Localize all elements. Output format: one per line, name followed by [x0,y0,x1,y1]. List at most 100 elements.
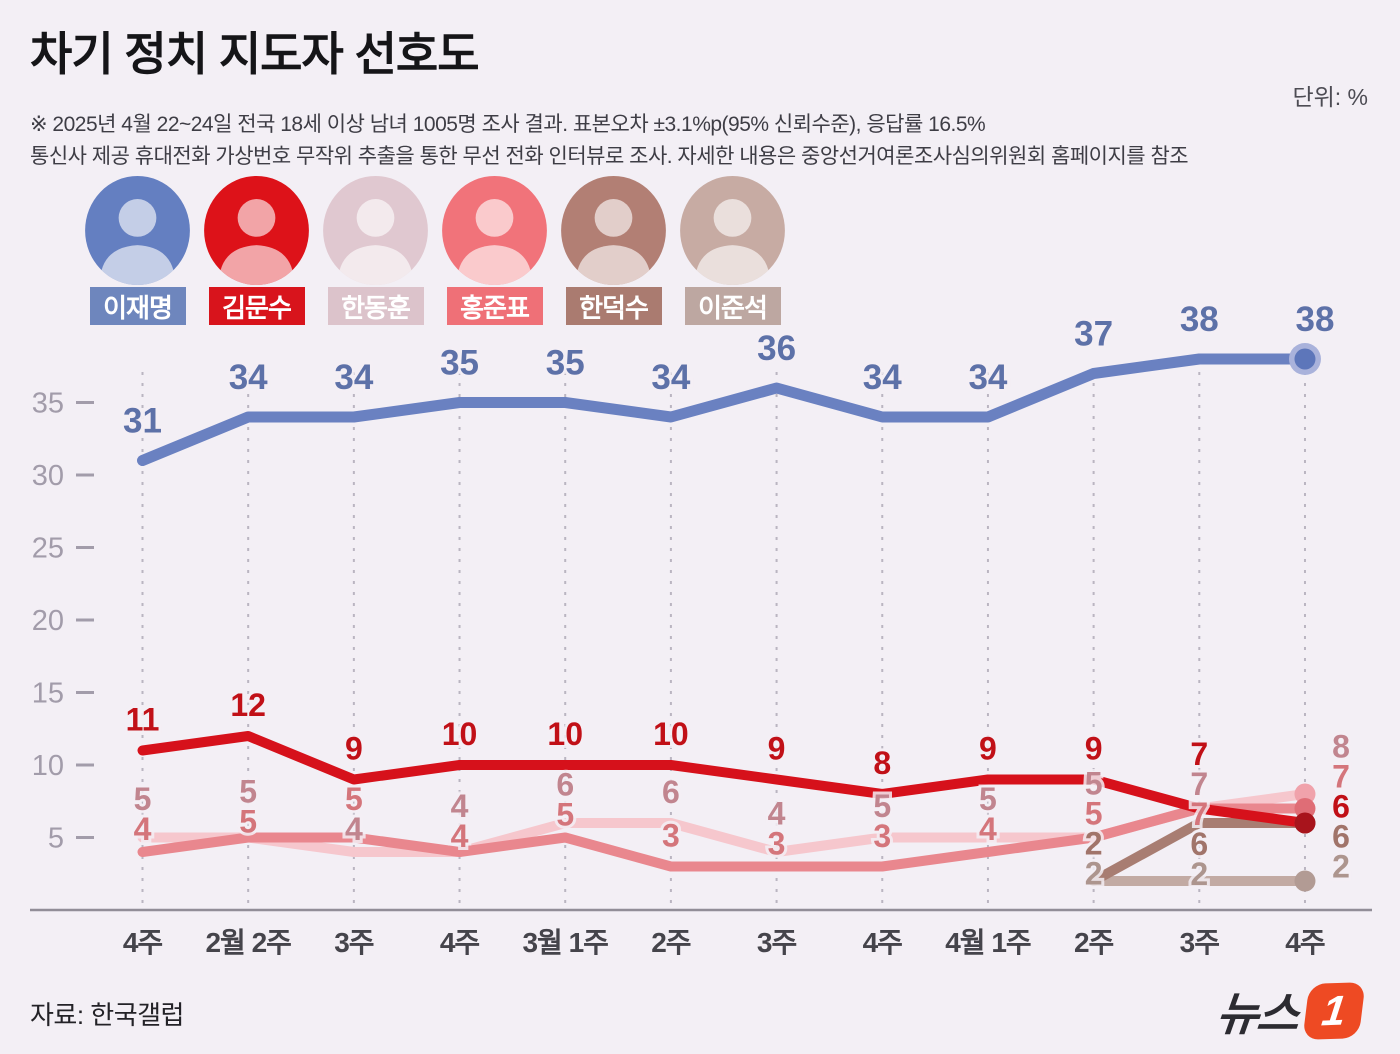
y-tick-label: 35 [32,388,64,420]
value-label-김문수-11: 6 [1332,789,1350,825]
value-label-한덕수-11: 6 [1332,819,1350,855]
value-label-이재명-8: 34 [968,358,1007,397]
value-label-한동훈-3: 4 [451,788,469,824]
candidate-홍준표: 홍준표 [442,176,547,325]
value-label-한동훈-9: 5 [1085,765,1103,801]
value-label-이준석-9: 2 [1085,855,1103,891]
value-label-홍준표-4: 5 [556,796,574,832]
x-tick-label: 3월 1주 [522,927,608,958]
x-tick-label: 4주 [440,927,480,958]
y-tick-label: 30 [32,460,64,492]
value-label-홍준표-7: 3 [873,818,891,854]
y-tick-label: 5 [48,823,64,855]
unit-label: 단위: % [1292,84,1368,110]
series-line-이재명 [137,353,1311,466]
avatar [85,176,190,285]
y-tick-label: 10 [32,750,64,782]
value-label-한동훈-4: 6 [556,766,574,802]
value-label-이재명-7: 34 [863,358,902,397]
value-label-한동훈-7: 5 [873,788,891,824]
value-label-이재명-0: 31 [123,402,162,441]
candidate-한동훈: 한동훈 [323,176,428,325]
value-label-홍준표-2: 5 [345,781,363,817]
end-dot-이준석 [1294,870,1316,892]
source-label: 자료: 한국갤럽 [30,1000,184,1030]
value-label-홍준표-9: 5 [1085,795,1103,831]
candidate-김문수: 김문수 [204,176,309,325]
candidate-name-tag: 홍준표 [446,287,543,325]
x-tick-label: 3주 [1180,927,1220,958]
x-tick-label: 4주 [123,927,163,958]
value-label-김문수-7: 8 [873,745,891,781]
value-label-홍준표-5: 3 [662,818,680,854]
value-label-김문수-6: 9 [768,731,786,767]
value-label-홍준표-0: 4 [134,811,152,847]
x-tick-label: 2월 2주 [205,927,291,958]
value-label-한동훈-1: 5 [239,774,257,810]
value-label-홍준표-1: 5 [239,804,257,840]
avatar [323,176,428,285]
page-title: 차기 정치 지도자 선호도 [30,28,480,80]
value-label-김문수-3: 10 [442,716,478,752]
value-label-홍준표-3: 4 [451,818,469,854]
x-tick-label: 4주 [1285,927,1325,958]
value-label-홍준표-11: 7 [1332,759,1350,795]
series-line-김문수 [137,731,1310,828]
value-label-한동훈-0: 5 [134,781,152,817]
value-label-한동훈-5: 6 [662,774,680,810]
x-tick-label: 3주 [757,927,797,958]
news1-logo-badge: 1 [1302,982,1366,1040]
news1-logo: 뉴스 1 [1214,978,1366,1044]
value-label-이재명-6: 36 [757,329,796,368]
y-tick-label: 20 [32,605,64,637]
x-tick-label: 4월 1주 [945,927,1031,958]
value-label-이재명-5: 34 [651,358,690,397]
value-label-김문수-10: 7 [1190,736,1208,772]
value-label-김문수-2: 9 [345,731,363,767]
value-label-이재명-3: 35 [440,344,479,383]
avatar [680,176,785,285]
value-label-김문수-8: 9 [979,731,997,767]
news1-logo-text: 뉴스 [1214,988,1301,1040]
value-label-한동훈-2: 4 [345,811,363,847]
x-tick-label: 3주 [334,927,374,958]
candidate-name-tag: 한덕수 [565,287,662,325]
value-label-이재명-10: 38 [1180,300,1219,339]
value-label-이재명-2: 34 [334,358,373,397]
candidate-이준석: 이준석 [680,176,785,325]
value-label-한덕수-9: 2 [1085,825,1103,861]
value-label-한동훈-6: 4 [768,795,786,831]
value-label-김문수-5: 10 [653,716,689,752]
candidate-이재명: 이재명 [85,176,190,325]
value-label-홍준표-6: 3 [768,825,786,861]
value-label-이재명-9: 37 [1074,315,1113,354]
candidate-name-tag: 이준석 [684,287,781,325]
candidate-name-tag: 김문수 [208,287,305,325]
end-dot-김문수 [1294,812,1316,834]
value-label-이준석-10: 2 [1190,856,1208,892]
avatar [204,176,309,285]
end-dot-한동훈 [1294,783,1316,805]
avatar [561,176,666,285]
value-label-홍준표-10: 7 [1190,796,1208,832]
series-line-홍준표 [137,803,1310,872]
x-tick-label: 2주 [651,927,691,958]
value-label-이재명-4: 35 [546,344,585,383]
value-label-한덕수-10: 6 [1190,826,1208,862]
avatar [442,176,547,285]
x-tick-label: 2주 [1074,927,1114,958]
x-tick-label: 4주 [863,927,903,958]
y-tick-label: 15 [32,678,64,710]
value-label-이재명-1: 34 [229,358,268,397]
value-label-한동훈-10: 7 [1190,766,1208,802]
y-tick-label: 25 [32,533,64,565]
value-label-김문수-1: 12 [230,687,266,723]
value-label-김문수-4: 10 [547,716,583,752]
candidate-name-tag: 한동훈 [327,287,424,325]
value-label-한동훈-8: 5 [979,781,997,817]
candidate-legend: 이재명 김문수 한동훈 홍준표 한덕수 이준석 [85,176,785,325]
value-label-홍준표-8: 4 [979,811,997,847]
candidate-한덕수: 한덕수 [561,176,666,325]
